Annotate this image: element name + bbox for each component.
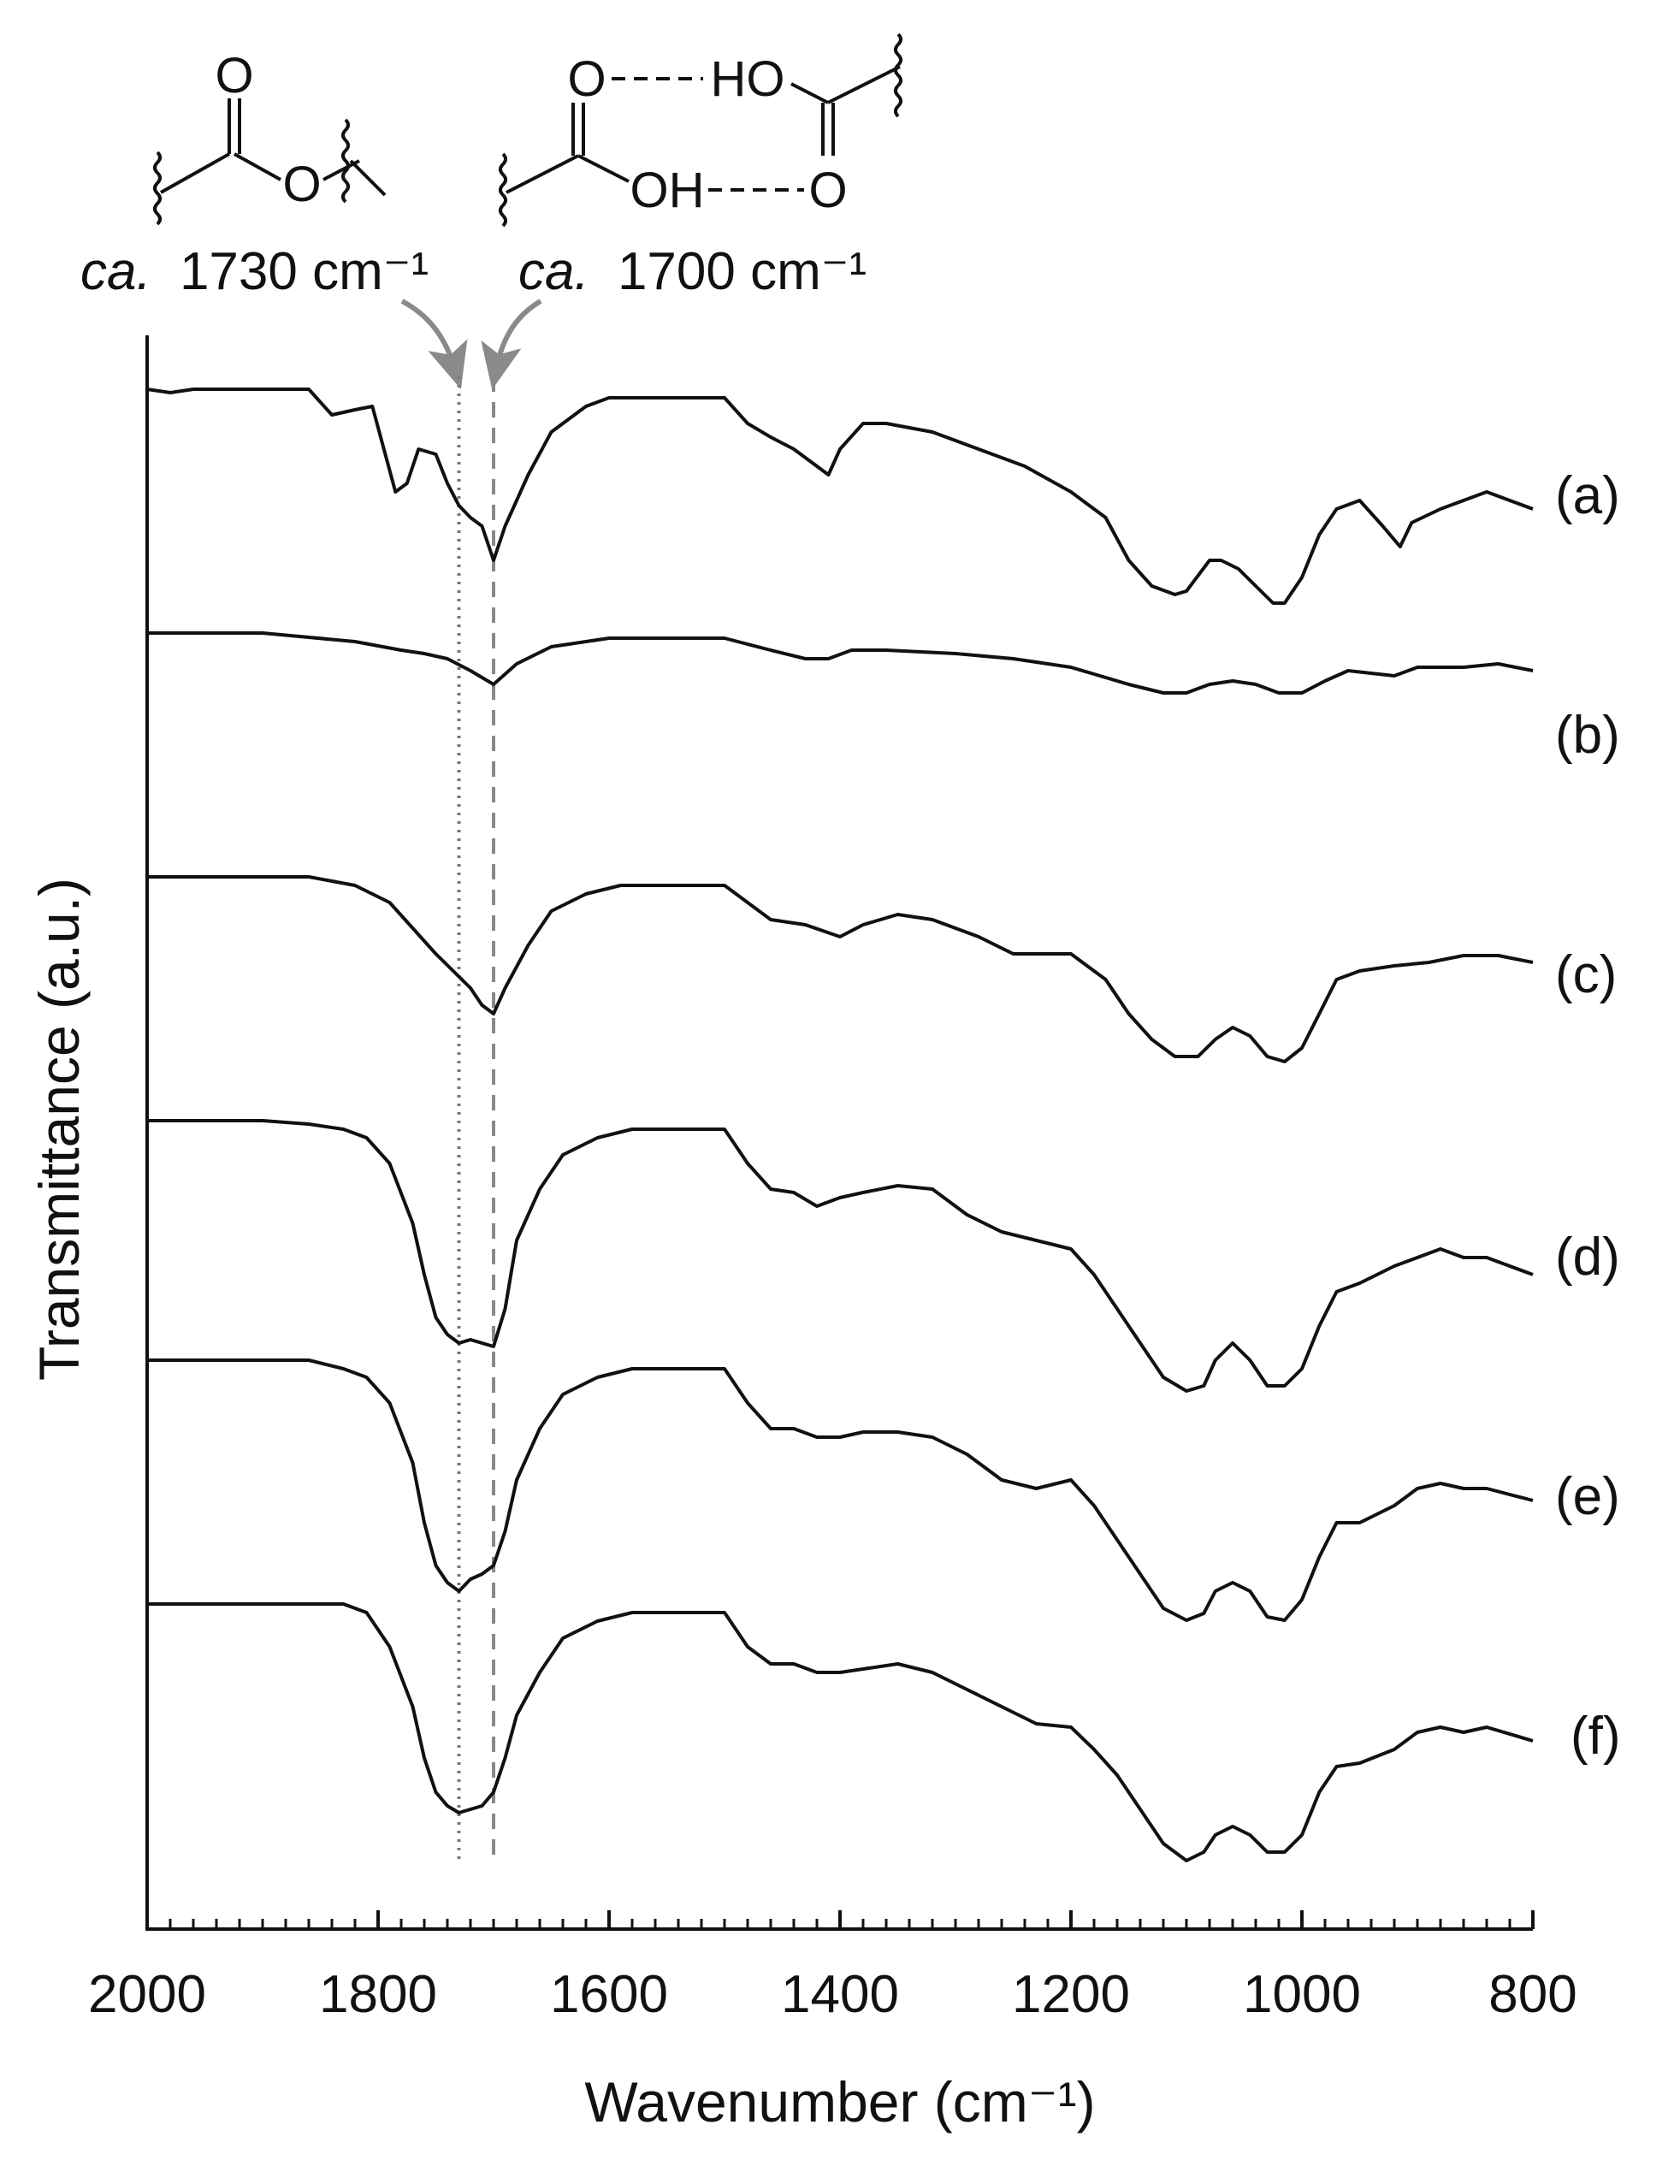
series-label-c: (c) (1555, 945, 1617, 1004)
acid-bottom-oh: OH (630, 163, 705, 218)
acid-top-ho: HO (711, 51, 785, 107)
series-line-b (147, 631, 1534, 695)
series-line-d (147, 1119, 1534, 1393)
annotation-1700-text: 1700 cm⁻¹ (618, 242, 867, 301)
series-line-f (147, 1602, 1534, 1862)
acid-top-o: O (567, 51, 606, 107)
annotation-1700: ca. 1700 cm⁻¹ (518, 242, 867, 301)
acid-dimer-structure (499, 33, 902, 228)
annotation-1730-ca: ca. (80, 242, 151, 301)
y-axis-title: Transmittance (a.u.) (27, 878, 91, 1381)
ester-carbonyl-o: O (215, 48, 253, 104)
annotation-1700-ca: ca. (518, 242, 589, 301)
series-line-c (147, 875, 1534, 1063)
arrow-1700 (481, 299, 542, 390)
ester-bond-1 (160, 152, 230, 194)
series-line-e (147, 1358, 1534, 1622)
ester-wavy-right (341, 118, 350, 204)
ester-wavy-left (153, 151, 162, 226)
x-tick-label-1200: 1200 (1012, 1965, 1130, 2024)
series-line-a (146, 388, 1534, 605)
series-label-a: (a) (1555, 466, 1620, 525)
acid-wavy-right (894, 33, 902, 118)
arrow-1730 (400, 299, 468, 389)
ester-bond-2 (234, 152, 281, 181)
x-axis-title: Wavenumber (cm⁻¹) (584, 2070, 1095, 2134)
series-label-e: (e) (1555, 1467, 1620, 1526)
acid-wavy-left (499, 152, 507, 228)
x-tick-label-2000: 2000 (88, 1965, 206, 2024)
ester-bridge-o: O (282, 157, 321, 212)
x-tick-label-1400: 1400 (781, 1965, 899, 2024)
x-tick-label-800: 800 (1488, 1965, 1576, 2024)
x-tick-label-1600: 1600 (550, 1965, 668, 2024)
series-label-b: (b) (1555, 706, 1620, 765)
x-tick-label-1800: 1800 (319, 1965, 437, 2024)
series-label-d: (d) (1555, 1228, 1620, 1287)
acid-bottom-o: O (808, 163, 847, 218)
series-label-f: (f) (1571, 1707, 1621, 1766)
x-tick-label-1000: 1000 (1243, 1965, 1361, 2024)
ester-structure (153, 98, 387, 226)
annotation-1730-text: 1730 cm⁻¹ (180, 242, 429, 301)
annotation-1730: ca. 1730 cm⁻¹ (80, 242, 429, 301)
